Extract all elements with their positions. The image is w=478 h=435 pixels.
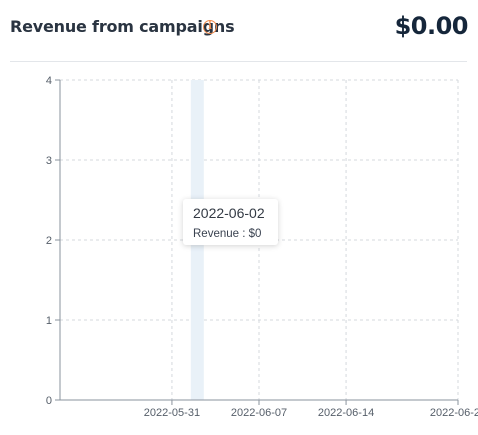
y-tick-label: 3 <box>46 155 52 167</box>
tick-labels: 0 1 2 3 4 2022-05-31 2022-06-07 2022-06-14 2022-… <box>46 75 478 419</box>
tooltip-revenue-value: $0 <box>248 228 262 240</box>
header-divider <box>10 61 467 62</box>
x-tick-label: 2022-06-14 <box>318 407 374 419</box>
total-revenue-value: $0.00 <box>394 12 469 40</box>
tooltip-revenue-line: Revenue : $0 <box>193 226 268 242</box>
card-title: Revenue from campaigns <box>10 17 235 36</box>
x-tick-label: 2022-05-31 <box>144 407 200 419</box>
chart-tooltip: 2022-06-02 Revenue : $0 <box>183 199 278 245</box>
y-tick-label: 2 <box>46 235 52 247</box>
grid-lines <box>60 79 459 400</box>
x-tick-label: 2022-06-23 <box>430 407 478 419</box>
y-tick-label: 1 <box>46 315 52 327</box>
tooltip-revenue-label: Revenue : <box>193 228 249 240</box>
y-tick-label: 0 <box>46 395 52 407</box>
tooltip-date: 2022-06-02 <box>193 205 265 221</box>
info-circle-icon[interactable]: i <box>203 20 217 34</box>
card-header: Revenue from campaigns i $0.00 <box>10 0 469 60</box>
axes <box>55 79 459 405</box>
y-tick-label: 4 <box>46 75 52 87</box>
x-tick-label: 2022-06-07 <box>231 407 287 419</box>
